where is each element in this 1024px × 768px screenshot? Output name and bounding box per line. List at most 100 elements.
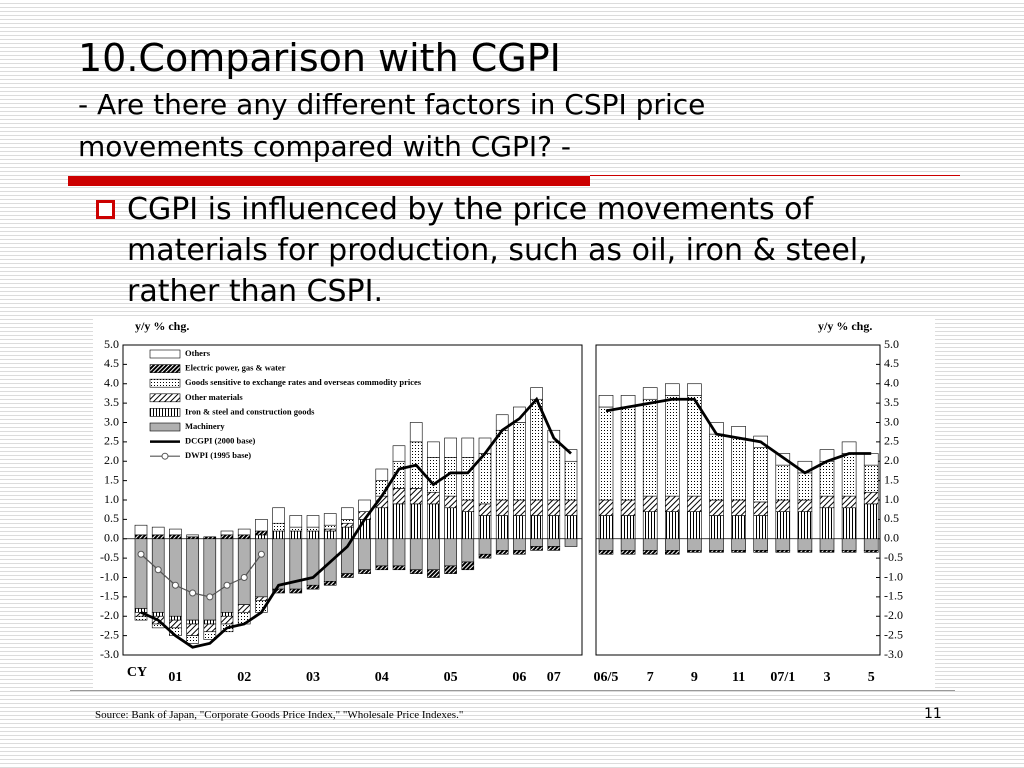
x-tick-label: 5	[868, 670, 875, 685]
accent-line	[590, 175, 960, 176]
legend-swatch	[149, 422, 181, 432]
bar-segment	[203, 631, 217, 640]
bar-segment	[775, 550, 791, 553]
bar-segment	[797, 550, 813, 553]
line-marker	[223, 581, 231, 589]
y-tick-label: -0.5	[884, 550, 903, 564]
y-tick-label: 2.5	[884, 434, 899, 448]
bar-segment	[753, 550, 769, 553]
y-tick-label: 5.0	[884, 337, 899, 351]
bar-segment	[753, 538, 769, 551]
bar-segment	[151, 538, 165, 613]
x-axis-label: CY	[127, 665, 147, 680]
bar-segment	[731, 437, 746, 501]
y-axis-label: y/y % chg.	[135, 319, 189, 333]
bar-segment	[375, 468, 389, 481]
y-tick-label: 2.5	[104, 434, 119, 448]
bar-segment	[444, 437, 457, 458]
bar-segment	[841, 538, 857, 551]
x-tick-label: 06	[512, 670, 526, 685]
bar-segment	[444, 507, 457, 540]
bar-segment	[392, 445, 406, 462]
subtitle: - Are there any different factors in CSP…	[78, 88, 706, 121]
bar-segment	[863, 503, 879, 540]
page-number: 11	[924, 706, 942, 722]
y-tick-label: -1.0	[884, 569, 903, 583]
y-tick-label: 4.5	[104, 356, 119, 370]
bar-segment	[642, 398, 658, 497]
legend-label: Iron & steel and construction goods	[185, 406, 315, 416]
bar-segment	[306, 530, 320, 540]
bar-segment	[255, 519, 268, 532]
y-tick-label: 4.0	[884, 376, 899, 390]
bar-segment	[775, 499, 791, 512]
bar-segment	[289, 526, 303, 532]
bar-segment	[775, 538, 791, 551]
bar-segment	[564, 449, 578, 462]
bar-segment	[530, 398, 543, 501]
line-series	[605, 397, 872, 475]
bar-segment	[841, 550, 857, 553]
bar-segment	[478, 503, 492, 516]
bar-segment	[664, 395, 680, 497]
bar-segment	[323, 524, 337, 530]
bar-segment	[478, 453, 492, 505]
bar-segment	[341, 573, 354, 578]
y-tick-label: 5.0	[104, 337, 119, 351]
bar-segment	[642, 550, 658, 555]
bar-segment	[461, 437, 475, 458]
bar-segment	[203, 619, 217, 625]
bar-segment	[495, 550, 509, 555]
bar-segment	[461, 561, 475, 571]
bar-segment	[547, 546, 561, 551]
bar-segment	[272, 588, 285, 594]
legend-swatch	[149, 349, 181, 359]
bar-segment	[513, 422, 526, 501]
bar-segment	[564, 515, 578, 540]
bar-segment	[323, 513, 337, 526]
x-tick-label: 05	[444, 670, 458, 685]
bar-segment	[620, 499, 636, 516]
bar-segment	[220, 530, 234, 536]
bar-segment	[797, 538, 813, 551]
bar-segment	[151, 526, 165, 536]
bar-segment	[598, 499, 614, 516]
bar-segment	[513, 538, 526, 551]
bar-segment	[169, 538, 182, 617]
bar-segment	[731, 538, 746, 551]
bar-segment	[289, 588, 303, 594]
bar-segment	[598, 515, 614, 540]
bar-segment	[495, 499, 509, 516]
bar-segment	[134, 615, 148, 621]
y-tick-label: 4.0	[104, 376, 119, 390]
bar-segment	[392, 488, 406, 505]
bar-segment	[272, 522, 285, 532]
bar-segment	[547, 515, 561, 540]
y-tick-label: -2.0	[100, 608, 119, 622]
bar-segment	[237, 604, 251, 613]
bar-segment	[151, 534, 165, 540]
y-tick-label: 2.0	[104, 453, 119, 467]
bar-segment	[841, 495, 857, 509]
bar-segment	[664, 495, 680, 512]
bar-segment	[731, 499, 746, 516]
bar-segment	[461, 457, 475, 501]
bar-segment	[272, 507, 285, 524]
bar-segment	[409, 503, 423, 540]
line-marker	[171, 581, 179, 589]
bar-segment	[478, 538, 492, 555]
bar-segment	[564, 538, 578, 547]
bar-segment	[427, 441, 440, 458]
bar-segment	[478, 553, 492, 559]
legend-swatch	[149, 364, 181, 373]
bar-segment	[863, 491, 879, 505]
subtitle: movements compared with CGPI? -	[78, 130, 572, 163]
bar-segment	[169, 615, 182, 621]
bar-segment	[427, 491, 440, 505]
bullet-text: materials for production, such as oil, i…	[127, 233, 868, 268]
y-tick-label: 1.0	[104, 492, 119, 506]
bar-segment	[642, 511, 658, 540]
bar-segment	[272, 530, 285, 540]
legend-label: DCGPI (2000 base)	[185, 436, 256, 446]
line-marker	[189, 589, 197, 597]
